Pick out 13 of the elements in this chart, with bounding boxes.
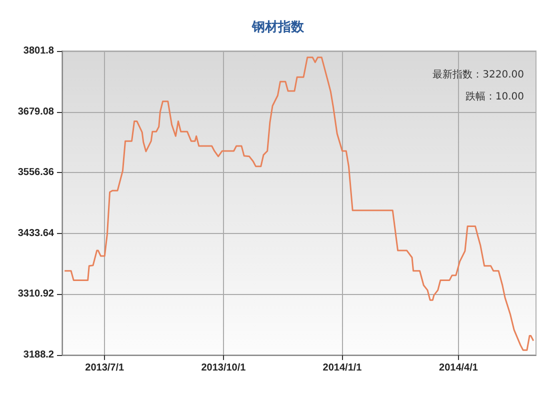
x-tick-label: 2014/4/1 bbox=[439, 362, 478, 374]
y-tick-label: 3310.92 bbox=[18, 288, 54, 300]
x-tick-label: 2013/7/1 bbox=[85, 362, 125, 374]
chart-title: 钢材指数 bbox=[251, 20, 305, 35]
x-tick-label: 2013/10/1 bbox=[201, 362, 246, 374]
y-tick-label: 3556.36 bbox=[18, 167, 54, 178]
y-tick-label: 3188.2 bbox=[23, 350, 54, 360]
x-tick-label: 2014/1/1 bbox=[322, 362, 362, 374]
annotation: 跌幅：10.00 bbox=[465, 90, 524, 102]
line-series bbox=[64, 56, 534, 351]
y-tick-label: 3801.8 bbox=[23, 46, 54, 56]
y-tick-label: 3433.64 bbox=[18, 228, 54, 239]
y-tick-label: 3679.08 bbox=[18, 106, 54, 118]
